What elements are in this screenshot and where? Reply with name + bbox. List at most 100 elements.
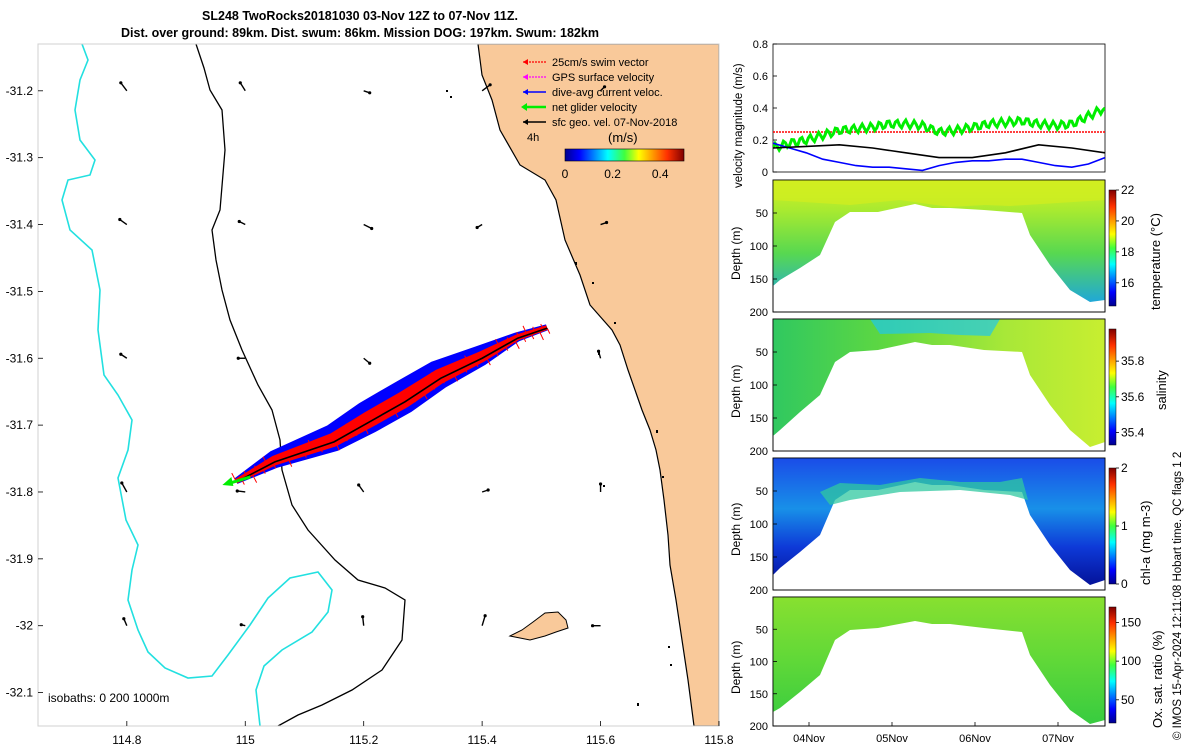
net-glider-velocity-arrow: [229, 475, 251, 485]
map-colorbar-tick: 0.2: [604, 167, 621, 181]
isobath-200m: [195, 44, 406, 726]
map-colorbar: [564, 148, 685, 162]
depth-tick-label: 200: [750, 307, 768, 319]
geo-velocity-arrow: [119, 352, 128, 359]
map-xtick-label: 115.6: [586, 733, 615, 747]
map-frame: [37, 43, 720, 727]
map-ytick-label: -31.3: [6, 151, 34, 165]
geo-velocity-arrow: [236, 356, 246, 360]
colorbar-tick-label: 1: [1121, 519, 1128, 533]
velocity-ylabel: velocity magnitude (m/s): [733, 63, 745, 188]
colorbar-units: (m/s): [608, 130, 638, 145]
velocity-series-line: [773, 105, 1105, 154]
depth-tick-label: 200: [750, 721, 768, 733]
map-legend: 25cm/s swim vector GPS surface velocity …: [521, 57, 685, 181]
geo-velocity-arrow: [598, 482, 603, 492]
depth-tick-label: 50: [756, 347, 768, 359]
map-ytick-label: -32.1: [6, 686, 34, 700]
salinity-surface-fresh: [870, 319, 1000, 336]
velocity-panel: 0 0.2 0.4 0.6 0.8 velocity magnitude (m/s): [733, 39, 1106, 188]
salinity-panel: 50 100 150 200 Depth (m) 35.4 35.6 35.8 salin…: [729, 318, 1169, 458]
salinity-yaxis: 50 100 150 200: [750, 347, 777, 458]
legend-geo-velocity: sfc geo. vel. 07-Nov-2018: [552, 117, 677, 129]
colorbar-tick-label: 150: [1121, 615, 1141, 629]
chlorophyll-max-layer: [820, 478, 1028, 505]
geostrophic-velocity-arrows: [118, 81, 609, 628]
chlorophyll-yaxis: 50 100 150 200: [750, 486, 777, 597]
imos-credit: © IMOS 15-Apr-2024 12:11:08 Hobart time.…: [1172, 451, 1184, 740]
depth-tick-label: 150: [750, 552, 768, 564]
isobath-1000m: [61, 44, 333, 726]
chart-subtitle: Dist. over ground: 89km. Dist. swum: 86k…: [121, 26, 599, 40]
oxygen-yaxis: 50 100 150 200: [750, 624, 777, 733]
oxygen-depth-label: Depth (m): [729, 641, 743, 694]
depth-tick-label: 50: [756, 624, 768, 636]
depth-tick-label: 100: [750, 380, 768, 392]
geo-velocity-arrow: [119, 81, 128, 92]
map-colorbar-tick: 0: [562, 167, 569, 181]
map-ytick-label: -32: [16, 619, 34, 633]
depth-tick-label: 100: [750, 519, 768, 531]
chart-title: SL248 TwoRocks20181030 03-Nov 12Z to 07-…: [202, 9, 518, 23]
geo-velocity-arrow: [238, 81, 246, 92]
depth-tick-label: 200: [750, 585, 768, 597]
chlorophyll-depth-label: Depth (m): [729, 503, 743, 556]
geo-velocity-arrow: [118, 217, 128, 226]
colorbar-tick-label: 50: [1121, 693, 1135, 707]
time-tick-label: 04Nov: [793, 733, 825, 745]
depth-tick-label: 100: [750, 657, 768, 669]
map-ytick-label: -31.9: [6, 552, 34, 566]
map-ytick-label: -31.5: [6, 284, 34, 298]
map-xtick-label: 115.8: [704, 733, 733, 747]
salinity-field: [773, 319, 1105, 447]
geo-velocity-arrow: [475, 223, 483, 230]
colorbar-tick-label: 16: [1121, 276, 1135, 290]
net-glider-arrowhead: [222, 476, 234, 486]
legend-gps-velocity: GPS surface velocity: [552, 72, 655, 84]
isobaths-label: isobaths: 0 200 1000m: [48, 691, 169, 705]
temperature-field: [773, 180, 1105, 302]
depth-tick-label: 50: [756, 208, 768, 220]
geo-velocity-arrow: [363, 357, 372, 365]
temperature-colorbar: [1108, 189, 1117, 307]
temperature-surface-warm: [773, 180, 1105, 207]
geo-velocity-arrow: [361, 615, 365, 626]
temperature-depth-label: Depth (m): [729, 227, 743, 280]
map-axes: 114.8 115 115.2 115.4 115.6 115.8 -31.2 -31.3 -3…: [6, 84, 734, 747]
geo-velocity-arrow: [237, 219, 246, 226]
salinity-depth-label: Depth (m): [729, 365, 743, 418]
colorbar-tick-label: 35.6: [1121, 390, 1145, 404]
depth-tick-label: 100: [750, 241, 768, 253]
chlorophyll-panel: 50 100 150 200 Depth (m) 0 1 2 chl-a (mg m-3): [729, 457, 1153, 597]
depth-tick-label: 150: [750, 689, 768, 701]
glider-path: [236, 327, 548, 483]
geo-velocity-arrow: [481, 83, 492, 92]
map-ytick-label: -31.2: [6, 84, 34, 98]
legend-net-velocity: net glider velocity: [552, 102, 637, 114]
geo-velocity-arrow: [239, 623, 246, 627]
map-xtick-label: 114.8: [112, 733, 141, 747]
colorbar-tick-label: 2: [1121, 461, 1128, 475]
map-colorbar-tick: 0.4: [652, 167, 669, 181]
geo-velocity-arrow: [363, 223, 374, 231]
geo-velocity-arrow: [235, 489, 246, 493]
time-tick-label: 06Nov: [959, 733, 991, 745]
depth-tick-label: 50: [756, 486, 768, 498]
geo-velocity-arrow: [590, 624, 601, 628]
depth-tick-label: 200: [750, 446, 768, 458]
velocity-series-line: [773, 142, 1105, 172]
oxygen-colorbar-label: Ox. sat. ratio (%): [1150, 630, 1165, 728]
geo-velocity-arrow: [363, 90, 372, 95]
temperature-yaxis: 50 100 150 200: [750, 208, 777, 319]
map-xtick-label: 115.2: [349, 733, 378, 747]
geo-velocity-arrow: [120, 481, 128, 493]
time-tick-label: 05Nov: [876, 733, 908, 745]
geo-velocity-arrow: [481, 614, 487, 626]
velocity-series-line: [773, 143, 1105, 159]
velocity-ytick-label: 0.2: [753, 135, 768, 147]
time-tick-label: 07Nov: [1042, 733, 1074, 745]
velocity-ytick-label: 0.6: [753, 71, 768, 83]
map-xtick-label: 115.4: [468, 733, 497, 747]
chlorophyll-colorbar-label: chl-a (mg m-3): [1138, 500, 1153, 585]
